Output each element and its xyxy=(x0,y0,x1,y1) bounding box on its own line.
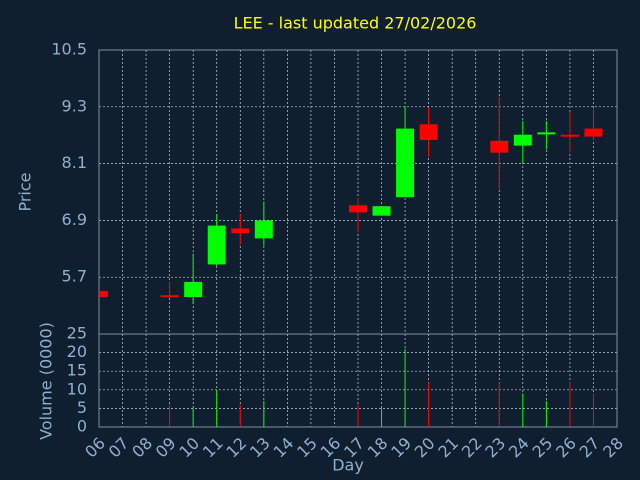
volume-tick-label: 10 xyxy=(67,379,87,398)
volume-axis-label: Volume (0000) xyxy=(37,322,56,440)
candle-body xyxy=(560,134,579,137)
y-axis-label: Price xyxy=(16,172,35,211)
volume-tick-label: 25 xyxy=(67,324,87,343)
y-tick-label: 6.9 xyxy=(62,210,87,229)
candle-body xyxy=(207,225,226,265)
x-axis-label: Day xyxy=(332,456,364,475)
candle-body xyxy=(490,140,509,153)
candle-body xyxy=(160,295,179,298)
candle-body xyxy=(99,290,108,298)
candle-body xyxy=(349,205,367,213)
candle-body xyxy=(419,124,438,140)
y-tick-label: 8.1 xyxy=(62,153,87,172)
candle-body xyxy=(372,206,391,216)
y-tick-label: 5.7 xyxy=(62,267,87,286)
candle-body xyxy=(396,128,415,198)
candle-body xyxy=(231,228,250,234)
candle-body xyxy=(254,220,273,239)
volume-tick-label: 15 xyxy=(67,361,87,380)
candle-body xyxy=(537,132,556,135)
y-tick-label: 10.5 xyxy=(51,40,87,59)
candle-body xyxy=(513,134,532,146)
y-tick-label: 9.3 xyxy=(62,96,87,115)
candle-body xyxy=(184,281,203,298)
candle-body xyxy=(584,128,603,137)
plot-area xyxy=(99,96,603,427)
volume-tick-label: 20 xyxy=(67,342,87,361)
chart-title: LEE - last updated 27/02/2026 xyxy=(234,14,477,33)
volume-tick-label: 5 xyxy=(77,398,87,417)
volume-tick-label: 0 xyxy=(77,417,87,436)
